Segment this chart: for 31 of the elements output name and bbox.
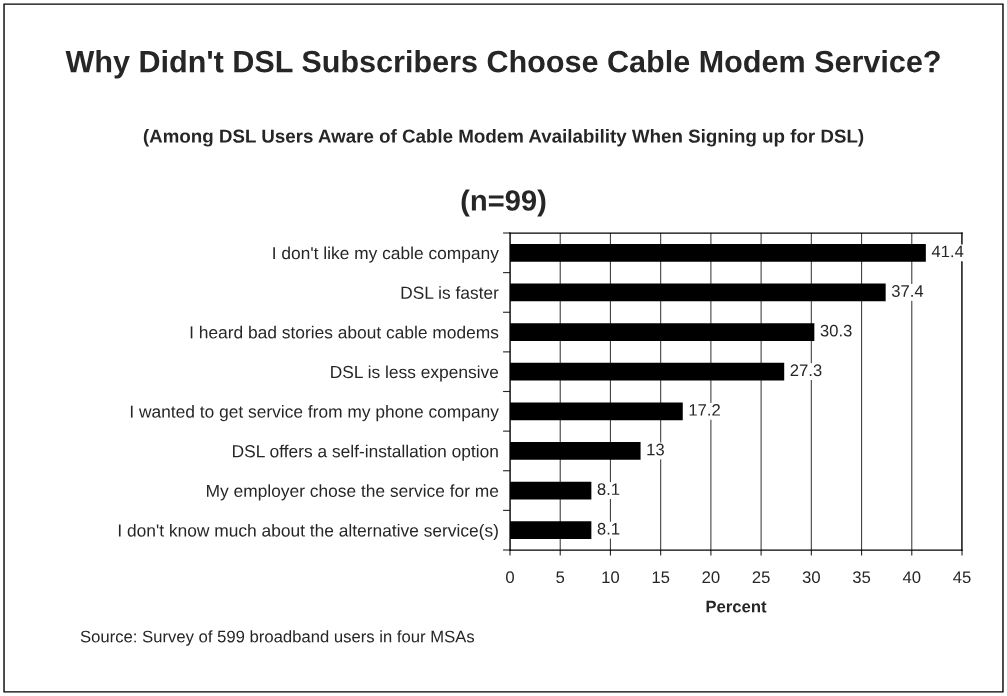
x-tick-label: 0 bbox=[506, 571, 514, 584]
y-tick-label: DSL offers a self-installation option bbox=[233, 444, 498, 461]
x-tick-label: 30 bbox=[802, 571, 820, 584]
y-tick-label: I don't know much about the alternative service(s) bbox=[118, 523, 498, 541]
chart-title: Why Didn't DSL Subscribers Choose Cable Modem Service? bbox=[65, 50, 940, 79]
y-tick-label: I wanted to get service from my phone company bbox=[130, 405, 499, 422]
x-tick-label: 35 bbox=[852, 571, 871, 584]
data-label: 37.4 bbox=[891, 285, 924, 297]
x-tick-label: 25 bbox=[752, 571, 770, 584]
data-label: 27.3 bbox=[790, 364, 822, 377]
source-note: Source: Survey of 599 broadband users in four MSAs bbox=[80, 630, 475, 646]
x-tick-label: 5 bbox=[556, 571, 565, 584]
y-tick-label: DSL is faster bbox=[401, 286, 499, 299]
data-label: 8.1 bbox=[597, 522, 620, 535]
x-tick-label: 15 bbox=[652, 571, 670, 584]
x-tick-label: 10 bbox=[602, 571, 620, 584]
data-label: 30.3 bbox=[820, 324, 852, 337]
data-label: 17.2 bbox=[689, 403, 720, 416]
x-axis-title: Percent bbox=[706, 600, 767, 613]
y-tick-label: I heard bad stories about cable modems bbox=[190, 325, 499, 339]
text: (n=99) bbox=[461, 189, 546, 217]
data-label: 8.1 bbox=[597, 483, 620, 496]
x-tick-label: 45 bbox=[953, 571, 971, 584]
chart-subtitle: (Among DSL Users Aware of Cable Modem Availability When Signing up for DSL) bbox=[143, 129, 864, 147]
y-tick-label: DSL is less expensive bbox=[331, 365, 499, 382]
x-tick-label: 40 bbox=[902, 571, 921, 584]
x-tick-label: 20 bbox=[702, 571, 720, 584]
y-tick-label: I don't like my cable company bbox=[273, 246, 499, 263]
data-label: 13 bbox=[647, 443, 664, 456]
y-tick-label: My employer chose the service for me bbox=[207, 484, 499, 501]
data-label: 41.4 bbox=[931, 245, 964, 258]
